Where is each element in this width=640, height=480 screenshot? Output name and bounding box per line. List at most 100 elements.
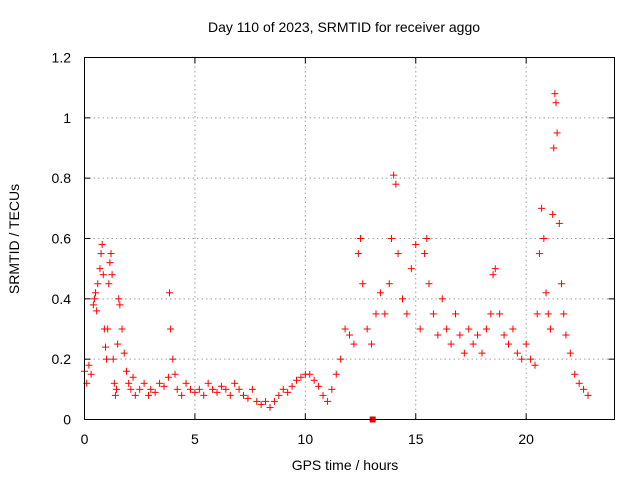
data-point — [113, 385, 121, 393]
data-point — [500, 331, 508, 339]
data-point — [200, 391, 208, 399]
data-point — [332, 370, 340, 378]
data-point — [187, 385, 194, 393]
data-point — [474, 331, 482, 339]
data-point — [160, 382, 168, 390]
data-point — [491, 265, 499, 273]
data-point — [387, 235, 395, 242]
data-point — [125, 379, 133, 387]
x-tick-label: 5 — [191, 431, 199, 447]
data-point — [558, 280, 565, 288]
x-tick-label: 10 — [298, 431, 314, 447]
data-point — [323, 397, 331, 405]
data-point — [535, 250, 543, 258]
data-point — [235, 385, 243, 393]
data-point — [105, 280, 113, 288]
data-point — [560, 310, 568, 318]
data-point — [363, 325, 371, 333]
data-point — [297, 373, 305, 381]
data-point — [337, 355, 345, 363]
data-point — [549, 210, 557, 218]
data-point — [551, 90, 559, 98]
data-point — [147, 385, 155, 393]
data-point — [262, 397, 270, 405]
data-point — [533, 310, 541, 318]
data-point — [131, 391, 139, 399]
data-point — [346, 331, 353, 339]
data-point — [478, 349, 486, 357]
data-point — [171, 370, 179, 378]
data-point — [257, 400, 265, 408]
data-point — [443, 325, 451, 333]
data-point — [460, 349, 468, 357]
data-point — [381, 310, 389, 318]
data-point — [452, 310, 459, 318]
data-point — [151, 388, 159, 396]
data-point — [178, 391, 186, 399]
data-point — [544, 310, 552, 318]
grid-lines — [84, 57, 615, 420]
data-point — [104, 325, 112, 333]
data-point — [505, 340, 512, 348]
data-point — [213, 388, 221, 396]
y-tick-label: 0 — [63, 412, 71, 428]
data-point — [546, 325, 554, 333]
data-point — [513, 349, 521, 357]
data-point — [222, 385, 230, 393]
data-point — [392, 180, 400, 188]
data-point — [182, 379, 190, 387]
data-point — [96, 265, 104, 273]
data-point — [527, 355, 535, 363]
data-point — [376, 289, 384, 297]
data-point — [109, 355, 117, 363]
data-point — [127, 385, 135, 393]
data-point — [191, 388, 199, 396]
x-tick-label: 15 — [408, 431, 424, 447]
data-point — [328, 385, 336, 393]
data-point — [156, 379, 164, 387]
data-point — [103, 355, 111, 363]
data-point — [538, 204, 546, 212]
data-point — [399, 295, 406, 303]
data-point — [540, 235, 548, 242]
x-tick-labels: 0 5 10 15 20 — [81, 431, 535, 447]
data-point — [434, 331, 442, 339]
data-point — [98, 241, 106, 249]
data-point — [266, 403, 274, 411]
data-point — [496, 310, 504, 318]
data-point — [310, 376, 318, 384]
data-point — [118, 325, 126, 333]
data-point — [231, 379, 239, 387]
data-point — [456, 331, 464, 339]
data-point — [425, 280, 433, 288]
data-point — [584, 391, 592, 399]
data-point — [423, 235, 431, 242]
y-tick-label: 0.2 — [52, 351, 72, 367]
data-point — [145, 391, 153, 399]
data-point — [99, 271, 107, 279]
data-point — [140, 379, 148, 387]
data-point — [106, 259, 114, 267]
data-point — [116, 301, 124, 309]
data-point — [253, 397, 261, 405]
data-point — [248, 385, 256, 393]
x-axis-label: GPS time / hours — [292, 457, 399, 473]
y-tick-label: 1.2 — [52, 50, 72, 66]
data-point — [166, 289, 174, 297]
data-point — [385, 280, 393, 288]
data-point — [169, 355, 177, 363]
data-point — [571, 370, 579, 378]
data-point — [120, 349, 128, 357]
data-point — [92, 289, 100, 297]
data-point — [167, 325, 175, 333]
data-point — [284, 388, 292, 396]
data-point — [553, 129, 561, 137]
data-point — [580, 385, 588, 393]
data-point — [244, 394, 252, 402]
data-point — [94, 280, 102, 288]
data-point — [306, 370, 314, 378]
data-point — [240, 391, 247, 399]
data-point — [394, 250, 402, 258]
y-axis-label: SRMTID / TECUs — [6, 184, 22, 294]
